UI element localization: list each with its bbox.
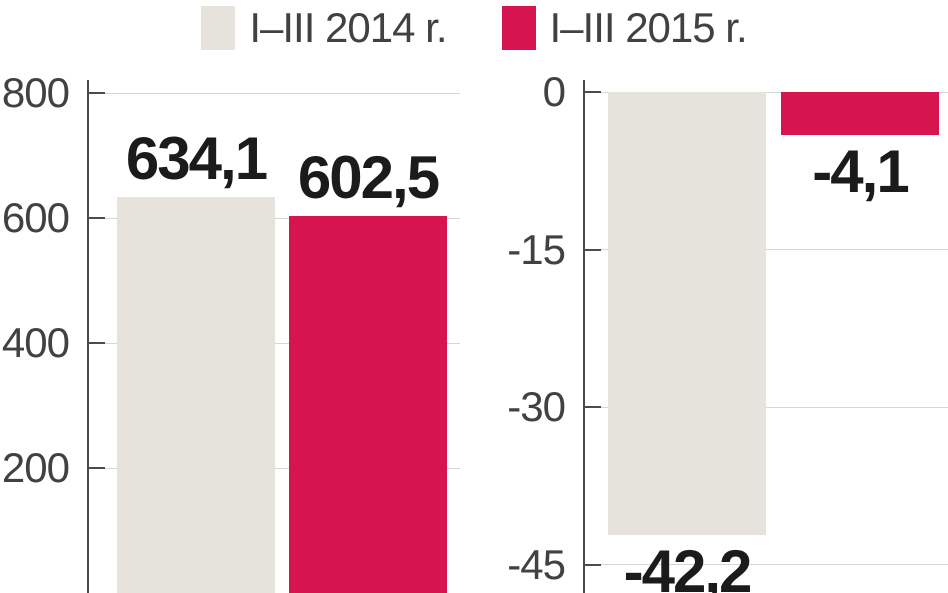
- left-chart: 800600400200 634,1602,5: [0, 80, 460, 593]
- left-bar-value: 634,1: [126, 124, 266, 197]
- legend-swatch-2014: [201, 6, 235, 50]
- chart-root: I–III 2014 r. I–III 2015 r. 800600400200…: [0, 0, 948, 593]
- right-bar-value: -42,2: [624, 535, 751, 593]
- right-bars: -42,2 -4,1: [583, 80, 948, 593]
- legend: I–III 2014 r. I–III 2015 r.: [0, 0, 948, 55]
- legend-item-2015: I–III 2015 r.: [502, 4, 747, 52]
- legend-label-2015: I–III 2015 r.: [550, 4, 747, 52]
- right-ytick-label: -30: [507, 383, 583, 431]
- right-chart: 0-15-30-45 -42,2-4,1: [480, 80, 948, 593]
- right-bar-value: -4,1: [812, 135, 907, 206]
- left-bar-value: 602,5: [298, 143, 438, 216]
- left-bars: 634,1602,5: [87, 80, 460, 593]
- left-ytick-label: 800: [2, 69, 87, 117]
- left-bar: 634,1: [117, 197, 275, 593]
- right-plot-area: 0-15-30-45 -42,2-4,1: [583, 80, 948, 593]
- left-bar: 602,5: [289, 216, 447, 593]
- right-ytick-label: 0: [543, 68, 583, 116]
- right-bar: -42,2: [608, 92, 766, 535]
- right-ytick-label: -45: [507, 541, 583, 589]
- legend-item-2014: I–III 2014 r.: [201, 4, 446, 52]
- left-plot-area: 800600400200 634,1602,5: [87, 80, 460, 593]
- left-ytick-label: 600: [2, 194, 87, 242]
- left-ytick-label: 200: [2, 444, 87, 492]
- left-ytick-label: 400: [2, 319, 87, 367]
- legend-swatch-2015: [502, 6, 536, 50]
- right-ytick-label: -15: [507, 226, 583, 274]
- right-bar: -4,1: [781, 92, 939, 135]
- legend-label-2014: I–III 2014 r.: [249, 4, 446, 52]
